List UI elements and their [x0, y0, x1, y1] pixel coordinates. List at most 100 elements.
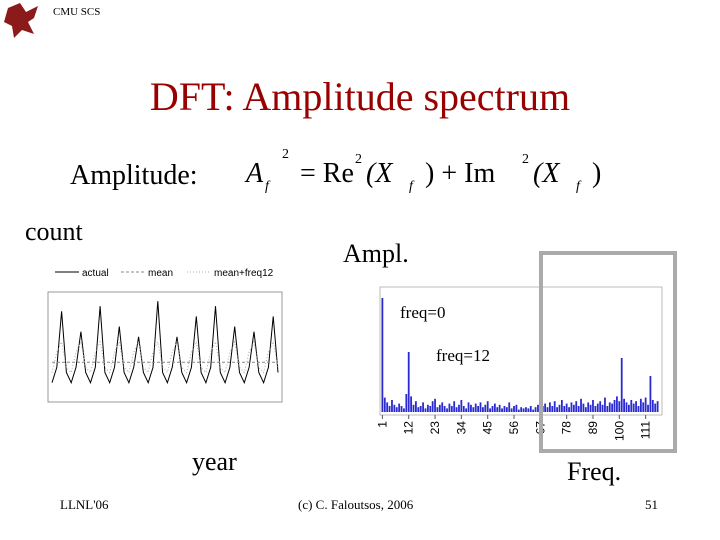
- bar: [501, 408, 503, 412]
- bar: [587, 402, 590, 412]
- x-tick-label: 100: [612, 421, 626, 441]
- bar: [414, 401, 417, 412]
- bar: [558, 404, 561, 412]
- x-tick-label: 12: [402, 421, 416, 435]
- formula-part: ) + Im: [425, 158, 495, 189]
- bar: [647, 404, 649, 412]
- bar: [484, 404, 487, 412]
- formula-part: (X: [366, 158, 393, 189]
- footer-left: LLNL'06: [60, 497, 109, 512]
- legend-label: actual: [82, 268, 109, 279]
- bar: [625, 402, 628, 412]
- bar: [388, 406, 391, 412]
- bar: [618, 401, 621, 412]
- bar: [582, 403, 585, 412]
- bar: [453, 401, 456, 412]
- bar: [525, 407, 527, 412]
- bar: [429, 406, 432, 412]
- formula-part: f: [576, 179, 582, 194]
- bar: [407, 352, 410, 412]
- bar: [537, 404, 539, 412]
- bar: [510, 408, 513, 412]
- bar: [616, 396, 618, 412]
- formula-part: A: [244, 158, 264, 189]
- bar: [383, 397, 386, 412]
- formula-part: 2: [282, 147, 289, 162]
- logo-text: CMU SCS: [53, 6, 100, 18]
- legend-label: mean: [148, 268, 173, 279]
- count-label: count: [25, 217, 84, 246]
- bar: [606, 406, 609, 412]
- bar: [493, 403, 496, 412]
- bar: [551, 406, 554, 412]
- x-tick-label: 45: [481, 421, 495, 435]
- bar: [422, 402, 424, 412]
- bar: [508, 402, 511, 412]
- bar: [479, 402, 482, 412]
- bar: [458, 404, 460, 412]
- bar: [419, 406, 422, 412]
- bar: [460, 400, 463, 412]
- bar: [651, 400, 654, 412]
- logo-mark: [4, 3, 38, 38]
- bar: [412, 404, 415, 412]
- formula-part: (X: [533, 158, 560, 189]
- bar: [613, 400, 616, 412]
- bar: [446, 408, 448, 412]
- bar: [601, 404, 604, 412]
- formula-part: ): [592, 158, 601, 189]
- footer-center: (c) C. Faloutsos, 2006: [298, 497, 414, 512]
- bar: [436, 407, 439, 412]
- slide-title: DFT: Amplitude spectrum: [150, 74, 570, 119]
- bar: [627, 404, 630, 412]
- line-chart-frame: [47, 291, 283, 403]
- bar: [544, 403, 547, 412]
- bar: [532, 409, 535, 412]
- annotation: freq=0: [400, 303, 445, 322]
- bar: [589, 404, 592, 412]
- bar: [594, 406, 597, 412]
- bar: [489, 408, 491, 412]
- bar: [496, 407, 499, 412]
- bar: [455, 407, 458, 412]
- bar: [424, 408, 427, 412]
- bar: [386, 402, 389, 412]
- formula-part: f: [265, 179, 271, 194]
- bar: [486, 401, 489, 412]
- bar: [527, 408, 530, 412]
- bar: [431, 401, 434, 412]
- bar: [560, 400, 563, 412]
- bar: [656, 401, 659, 412]
- bar: [410, 396, 413, 412]
- bar: [470, 404, 472, 412]
- bar: [553, 401, 556, 412]
- bar: [482, 407, 484, 412]
- highlight-box: [539, 251, 677, 453]
- bar: [570, 402, 573, 412]
- bar: [568, 407, 570, 412]
- page-number: 51: [645, 497, 658, 512]
- formula-part: = Re: [300, 158, 354, 189]
- bar: [577, 406, 580, 412]
- bar: [462, 406, 465, 412]
- bar: [520, 407, 523, 412]
- x-tick-label: 23: [428, 421, 442, 435]
- bar: [592, 400, 594, 412]
- bar: [549, 402, 551, 412]
- bar: [417, 407, 420, 412]
- bar: [644, 397, 647, 412]
- bar: [513, 406, 515, 412]
- series-line: [51, 301, 279, 385]
- bar: [635, 401, 637, 412]
- bar: [637, 406, 640, 412]
- bar: [395, 407, 398, 412]
- bar: [584, 407, 587, 412]
- bar: [649, 376, 652, 412]
- legend-label: mean+freq12: [214, 268, 274, 279]
- x-tick-label: 34: [454, 421, 468, 435]
- formula-part: f: [409, 179, 415, 194]
- bar: [443, 406, 446, 412]
- formula-part: 2: [522, 152, 529, 167]
